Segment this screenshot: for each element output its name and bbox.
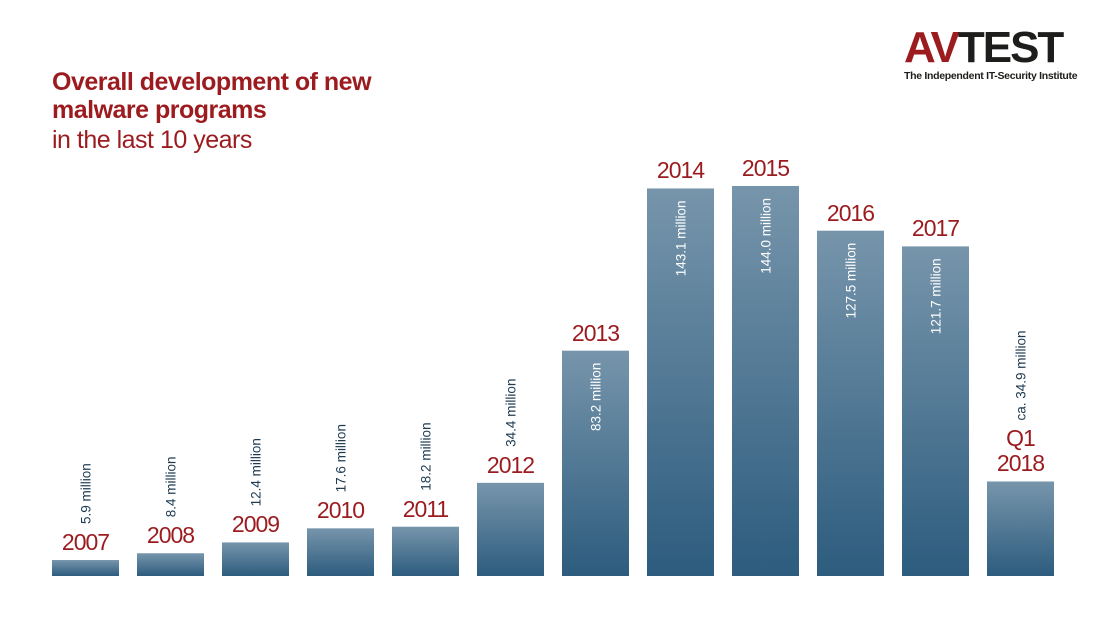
category-label: 2017 <box>911 215 960 242</box>
bar <box>562 350 629 576</box>
category-label: 2009 <box>231 511 280 538</box>
logo-right: TEST <box>957 23 1064 72</box>
bar <box>392 526 459 576</box>
value-label: ca. 34.9 million <box>1014 330 1029 420</box>
category-label: 2016 <box>826 199 875 226</box>
value-label: 83.2 million <box>589 363 604 431</box>
bar <box>732 186 799 576</box>
logo-tagline: The Independent IT-Security Institute <box>904 70 1078 82</box>
bar <box>902 246 969 577</box>
value-label: 8.4 million <box>164 456 179 517</box>
value-label: 143.1 million <box>674 200 689 276</box>
bar <box>137 553 204 576</box>
category-label: 2015 <box>741 155 790 181</box>
chart-subtitle: in the last 10 years <box>52 126 252 154</box>
bar <box>307 528 374 576</box>
category-label: 2007 <box>61 529 110 556</box>
value-label: 12.4 million <box>249 438 264 506</box>
value-label: 5.9 million <box>79 463 94 524</box>
chart-title: Overall development of new malware progr… <box>52 68 372 124</box>
category-label: 2010 <box>316 497 365 524</box>
bar <box>477 482 544 576</box>
category-label: 2011 <box>402 495 449 522</box>
value-label: 34.4 million <box>504 379 519 447</box>
category-label: 2008 <box>146 522 195 549</box>
value-label: 121.7 million <box>929 258 944 334</box>
bar <box>647 188 714 576</box>
bar <box>987 481 1054 576</box>
category-label: 2014 <box>656 157 705 184</box>
category-label: Q1 2018 <box>996 425 1045 477</box>
value-label: 18.2 million <box>419 422 434 490</box>
value-label: 127.5 million <box>844 243 859 319</box>
category-label: 2013 <box>571 319 620 346</box>
category-label: 2012 <box>486 451 535 478</box>
logo-left: AV <box>904 23 960 72</box>
value-label: 17.6 million <box>334 424 349 492</box>
bar <box>817 230 884 576</box>
logo: AVTEST The Independent IT-Security Insti… <box>904 23 1079 83</box>
bar <box>52 560 119 576</box>
value-label: 144.0 million <box>759 198 774 274</box>
bar <box>222 542 289 576</box>
